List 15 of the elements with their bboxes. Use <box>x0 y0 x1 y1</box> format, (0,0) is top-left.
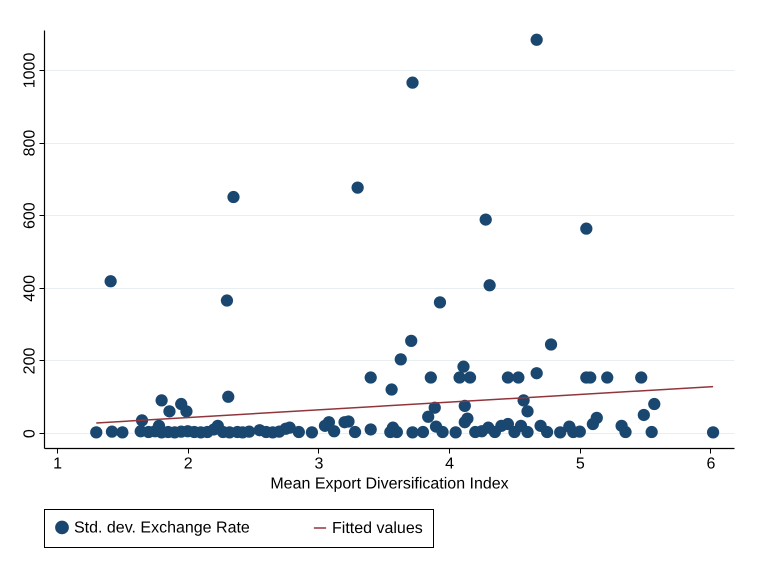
x-tick-label: 3 <box>314 456 324 472</box>
y-tick-label: 0 <box>22 429 38 438</box>
x-tick-label: 1 <box>53 456 62 472</box>
y-tick-label: 200 <box>22 348 38 374</box>
x-tick-label: 6 <box>706 456 716 472</box>
x-tick-label: 5 <box>576 456 585 472</box>
x-axis-title: Mean Export Diversification Index <box>270 476 509 492</box>
y-tick-label: 600 <box>22 202 38 230</box>
x-tick-label: 4 <box>445 456 454 472</box>
legend-label: Std. dev. Exchange Rate <box>74 519 250 536</box>
y-tick-label: 1000 <box>22 52 38 88</box>
y-tick-label: 800 <box>22 130 38 156</box>
legend-label: Fitted values <box>332 520 423 537</box>
y-tick-label: 400 <box>22 274 38 302</box>
x-tick-label: 2 <box>184 456 193 472</box>
